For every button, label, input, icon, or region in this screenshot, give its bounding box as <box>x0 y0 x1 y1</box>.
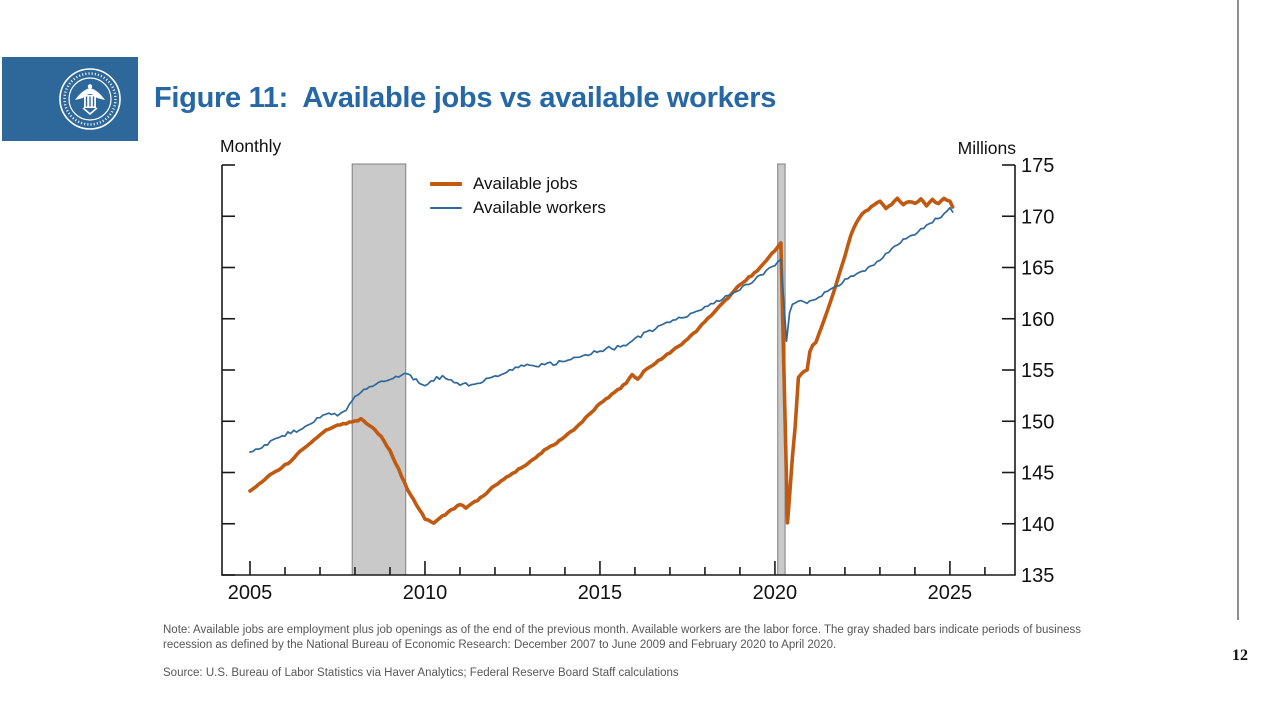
frequency-label: Monthly <box>220 136 282 156</box>
note-text: Note: Available jobs are employment plus… <box>163 624 1081 651</box>
axes <box>221 164 1016 576</box>
x-tick-label: 2020 <box>753 582 798 604</box>
source-text: Source: U.S. Bureau of Labor Statistics … <box>163 667 679 679</box>
y-tick-label: 145 <box>1021 463 1054 485</box>
legend-item-available-jobs: Available jobs <box>430 172 606 196</box>
x-tick-label: 2025 <box>928 582 973 604</box>
y-tick-label: 155 <box>1021 360 1054 382</box>
y-tick-label: 165 <box>1021 258 1054 280</box>
chart-legend: Available jobs Available workers <box>430 172 606 220</box>
x-tick-label: 2005 <box>228 582 273 604</box>
units-label: Millions <box>957 138 1016 158</box>
y-tick-label: 135 <box>1021 565 1054 587</box>
x-tick-label: 2015 <box>578 582 623 604</box>
recession-band <box>351 163 407 576</box>
federal-reserve-logo <box>2 57 138 141</box>
legend-label-workers: Available workers <box>473 198 606 217</box>
y-tick-label: 170 <box>1021 206 1054 228</box>
x-tick-label: 2010 <box>403 582 448 604</box>
available-workers-line-icon <box>430 207 462 209</box>
legend-label-jobs: Available jobs <box>473 174 578 193</box>
legend-item-available-workers: Available workers <box>430 196 606 220</box>
series-available-workers <box>249 206 954 453</box>
recession-bands <box>351 163 786 576</box>
federal-reserve-seal-icon <box>2 57 138 141</box>
y-tick-label: 140 <box>1021 514 1054 536</box>
y-tick-label: 150 <box>1021 411 1054 433</box>
y-tick-labels: 135 140 145 150 155 160 165 170 175 2005 2010 2015 2… <box>228 155 1055 604</box>
right-divider-line <box>1237 0 1239 620</box>
y-tick-label: 160 <box>1021 309 1054 331</box>
y-tick-label: 175 <box>1021 155 1054 177</box>
figure-title: Figure 11: Available jobs vs available w… <box>154 82 777 114</box>
available-jobs-line-icon <box>430 182 462 186</box>
page-number: 12 <box>1232 647 1248 664</box>
